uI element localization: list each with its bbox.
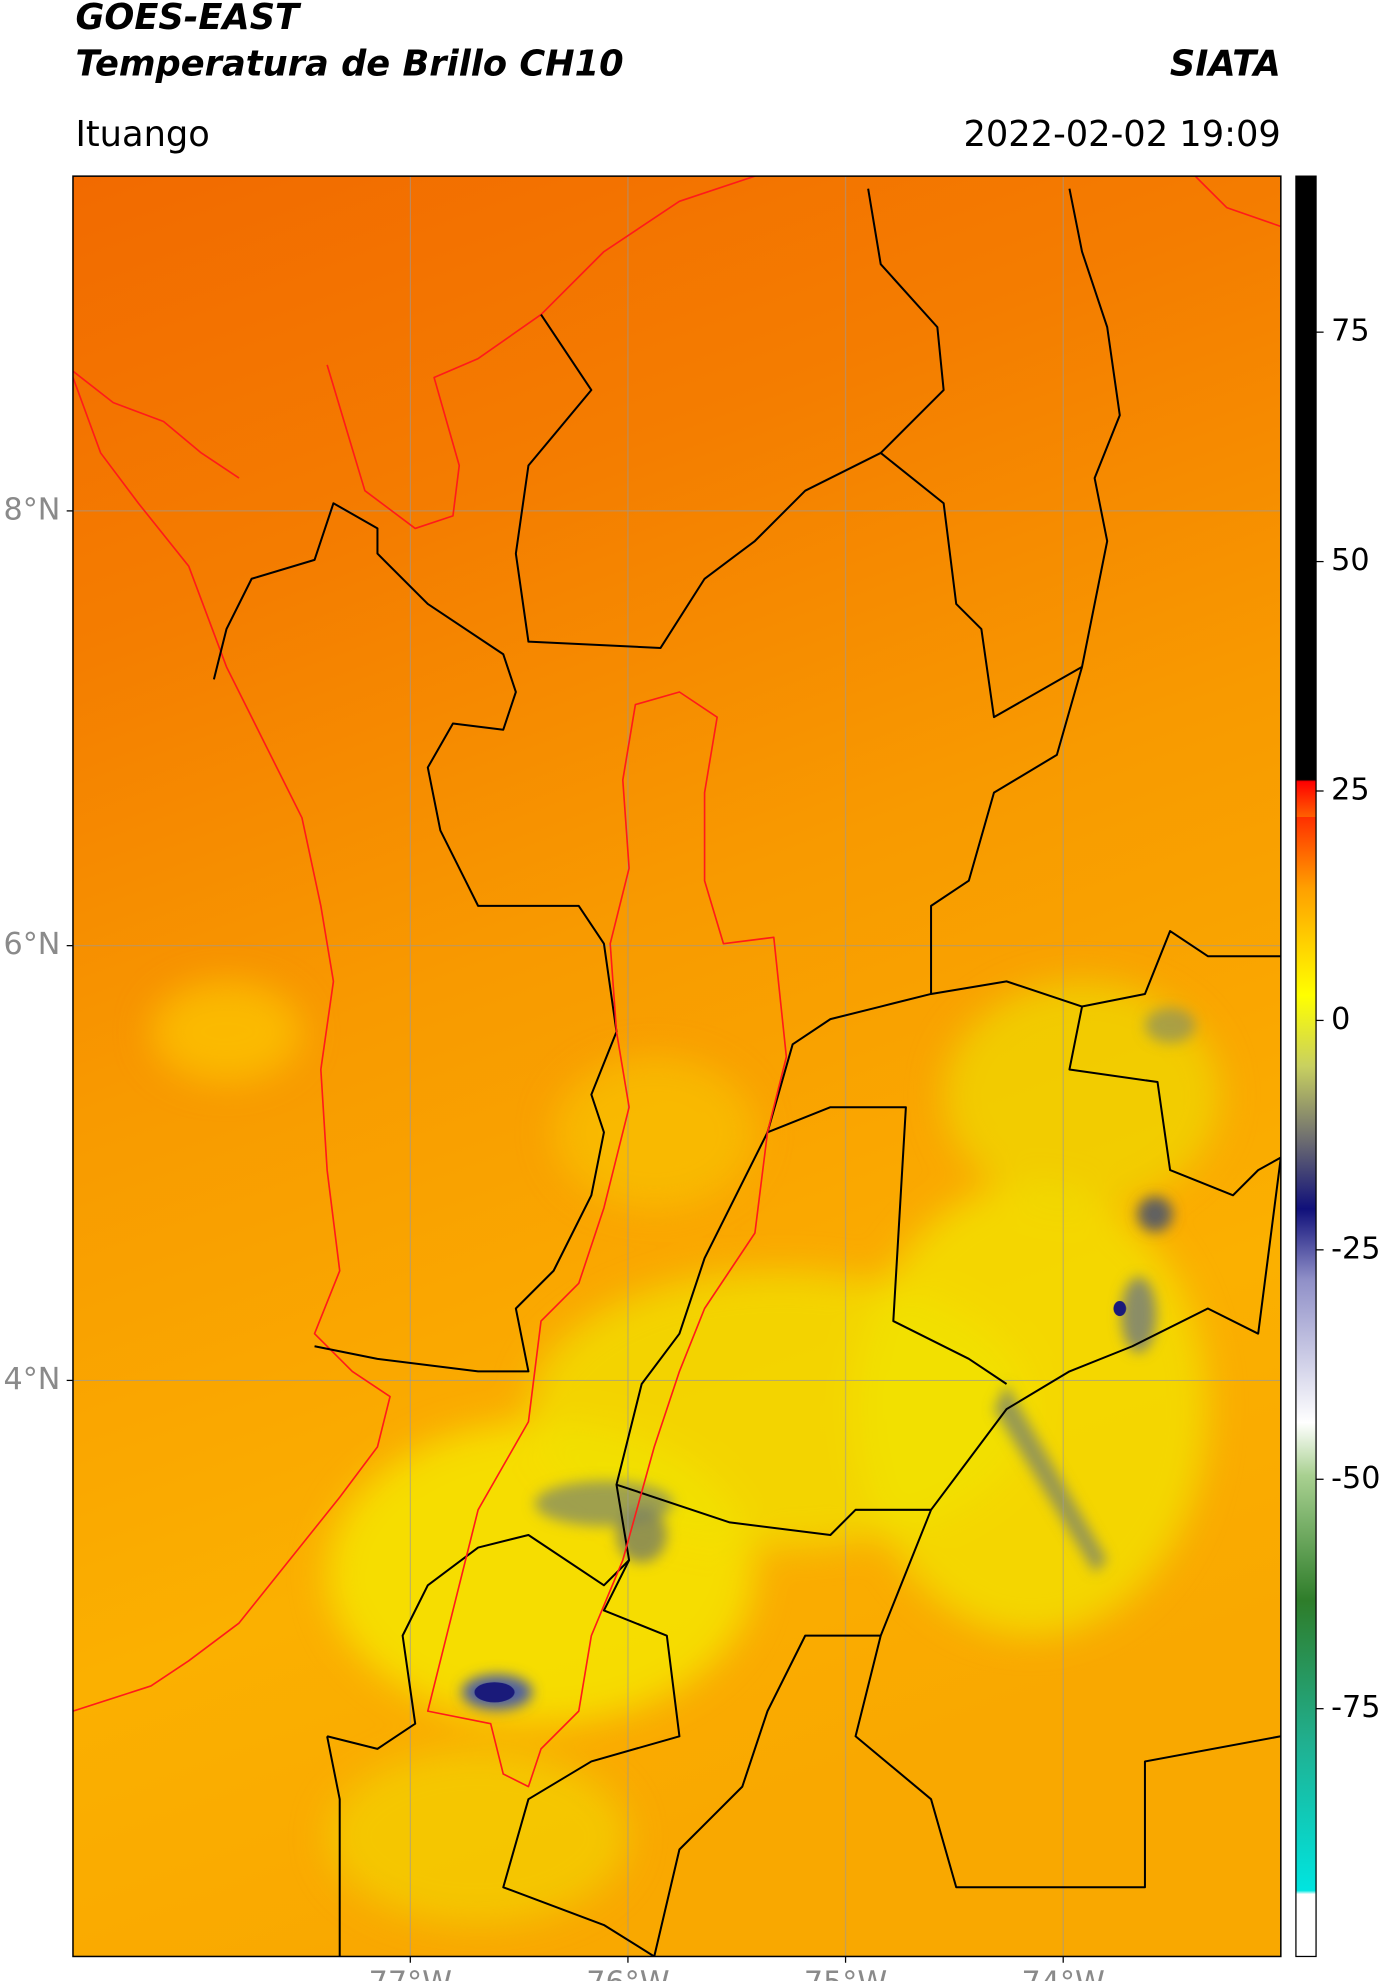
lon-tick-label: 74°W [1022,1966,1105,1981]
study-basin [426,691,788,1788]
lat-tick-label: 4°N [4,1362,61,1397]
country-border [212,502,618,1373]
source: SIATA [1170,43,1281,84]
colorbar-tick-label: 75 [1331,314,1369,349]
map-area [72,176,1281,1957]
location: Ituango [75,114,209,155]
title: GOES-EAST [75,0,302,38]
colorbar-tick-label: -75 [1331,1690,1380,1725]
colorbar-tick-label: 0 [1331,1002,1350,1037]
deep-convection [1113,1300,1127,1317]
boundaries [72,176,1281,1957]
subtitle: Temperatura de Brillo CH10 [75,43,623,84]
colorbar-tick-label: -25 [1331,1231,1380,1266]
map-frame [72,175,1282,1958]
lon-tick-label: 77°W [369,1966,452,1981]
lat-tick-label: 8°N [4,492,61,527]
colorbar-tick-label: -50 [1331,1461,1380,1496]
colorbar-tick-label: 50 [1331,543,1369,578]
deep-convection [474,1682,515,1703]
dept-border [326,188,1121,1750]
lon-tick-label: 76°W [586,1966,669,1981]
cold-cloud-tops [461,1007,1196,1710]
dept-border [326,930,1281,1957]
coastline [72,176,1281,1712]
graticule [72,176,1281,1957]
colorbar [1295,175,1317,1958]
lat-tick-label: 6°N [4,927,61,962]
axes: 8°N 6°N 4°N 77°W 76°W 75°W 74°W 75 50 25 0 -25 -50 -7… [4,314,1381,1981]
colorbar-tick-label: 25 [1331,772,1369,807]
lon-tick-label: 75°W [804,1966,887,1981]
datetime: 2022-02-02 19:09 [963,114,1280,155]
